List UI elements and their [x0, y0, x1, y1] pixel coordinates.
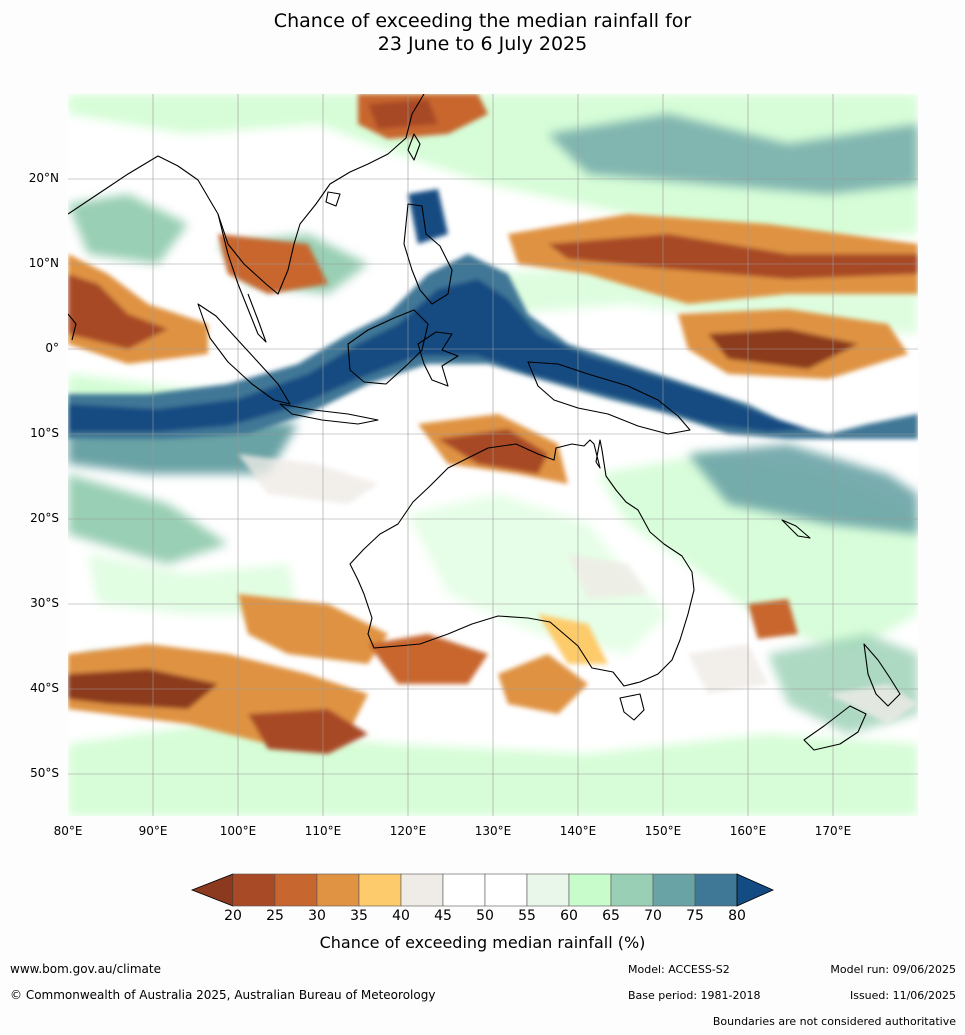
neutral-patches	[238, 454, 918, 724]
lat-label: 0°	[45, 341, 59, 355]
title-line-1: Chance of exceeding the median rainfall …	[273, 10, 692, 32]
colorbar-segment	[568, 873, 612, 907]
base-period: Base period: 1981-2018	[628, 989, 761, 1002]
sulawesi-coastline	[417, 331, 459, 387]
issued-date: Issued: 11/06/2025	[849, 989, 956, 1002]
colorbar-segment	[316, 873, 360, 907]
model-name: Model: ACCESS-S2	[628, 963, 730, 976]
colorbar	[190, 872, 775, 908]
coastlines	[68, 94, 901, 751]
new-zealand-south-coastline	[803, 705, 867, 751]
colorbar-segment	[610, 873, 654, 907]
colorbar-tick-label: 65	[602, 908, 620, 924]
lon-label: 120°E	[389, 824, 427, 838]
colorbar-tick-label: 75	[686, 908, 704, 924]
lon-label: 110°E	[304, 824, 342, 838]
colorbar-tick-label: 30	[308, 908, 326, 924]
colorbar-segment	[400, 873, 444, 907]
colorbar-tick-label: 55	[518, 908, 536, 924]
lat-label: 20°N	[28, 171, 59, 185]
rainfall-map	[68, 94, 918, 816]
australia-coastline	[349, 439, 695, 687]
borneo-coastline	[347, 309, 429, 385]
colorbar-segment	[484, 873, 528, 907]
map-svg	[68, 94, 918, 816]
copyright-notice: © Commonwealth of Australia 2025, Austra…	[10, 988, 436, 1002]
title-line-2: 23 June to 6 July 2025	[377, 33, 588, 55]
lat-label: 50°S	[30, 766, 59, 780]
lon-label: 80°E	[53, 824, 83, 838]
map-title: Chance of exceeding the median rainfall …	[0, 10, 965, 56]
sri-lanka-coastline	[68, 313, 77, 341]
colorbar-tick-label: 25	[266, 908, 284, 924]
lat-label: 10°S	[30, 426, 59, 440]
probability-field	[68, 94, 918, 816]
lon-label: 160°E	[729, 824, 767, 838]
lon-label: 170°E	[814, 824, 852, 838]
lon-label: 100°E	[219, 824, 257, 838]
colorbar-svg	[190, 873, 774, 907]
lon-label: 150°E	[644, 824, 682, 838]
new-caledonia-coastline	[781, 519, 811, 539]
colorbar-tick-label: 45	[434, 908, 452, 924]
lat-label: 10°N	[28, 256, 59, 270]
hainan-coastline	[325, 191, 341, 207]
colorbar-tick-label: 35	[350, 908, 368, 924]
colorbar-segment	[442, 873, 486, 907]
sumatra-coastline	[197, 303, 291, 405]
colorbar-title: Chance of exceeding median rainfall (%)	[319, 933, 646, 952]
lon-label: 90°E	[138, 824, 168, 838]
lat-label: 30°S	[30, 596, 59, 610]
colorbar-tick-label: 60	[560, 908, 578, 924]
lat-label: 40°S	[30, 681, 59, 695]
boundary-disclaimer: Boundaries are not considered authoritat…	[712, 1015, 956, 1028]
colorbar-segment	[358, 873, 402, 907]
taiwan-coastline	[407, 133, 421, 161]
colorbar-segment	[232, 873, 276, 907]
colorbar-tick-label: 50	[476, 908, 494, 924]
southeast-asia-coastline	[68, 94, 425, 295]
colorbar-tick-label: 20	[224, 908, 242, 924]
dry-patches	[68, 94, 918, 754]
new-zealand-north-coastline	[863, 643, 901, 707]
colorbar-low-arrow	[190, 873, 234, 907]
colorbar-segment	[694, 873, 738, 907]
colorbar-tick-label: 40	[392, 908, 410, 924]
philippines-coastline	[403, 203, 453, 305]
colorbar-tick-label: 80	[728, 908, 746, 924]
colorbar-segment	[274, 873, 318, 907]
colorbar-segment	[652, 873, 696, 907]
tasmania-coastline	[619, 693, 645, 721]
java-coastline	[279, 403, 379, 425]
lon-label: 130°E	[474, 824, 512, 838]
lon-label: 140°E	[559, 824, 597, 838]
colorbar-high-arrow	[736, 873, 774, 907]
colorbar-segment	[526, 873, 570, 907]
malay-peninsula-coastline	[217, 213, 267, 343]
new-guinea-coastline	[527, 361, 691, 435]
colorbar-tick-label: 70	[644, 908, 662, 924]
gridlines	[68, 94, 918, 816]
model-run-date: Model run: 09/06/2025	[830, 963, 956, 976]
lat-label: 20°S	[30, 511, 59, 525]
website-link[interactable]: www.bom.gov.au/climate	[10, 962, 161, 976]
